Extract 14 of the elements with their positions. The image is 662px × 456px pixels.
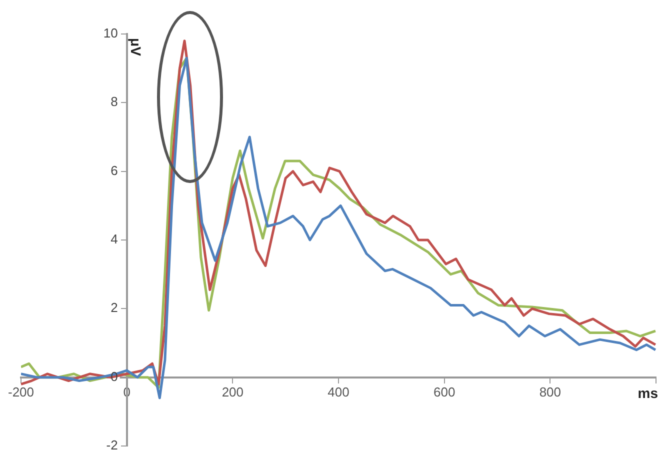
- y-tick-label: 4: [110, 232, 118, 247]
- y-tick-label: 6: [110, 162, 118, 178]
- y-tick-label: 10: [103, 26, 118, 41]
- x-tick-label: -200: [8, 384, 34, 400]
- y-tick-label: -2: [106, 438, 118, 453]
- y-tick-label: 8: [110, 94, 118, 110]
- y-axis-title: μV: [128, 38, 144, 57]
- x-tick-label: 200: [222, 384, 244, 400]
- y-tick-label: 0: [110, 368, 118, 384]
- x-axis-title: ms: [638, 385, 658, 402]
- x-tick-label: 800: [539, 384, 562, 400]
- x-tick-label: 400: [328, 384, 350, 400]
- y-tick-label: 2: [110, 300, 118, 316]
- x-tick-label: 600: [433, 384, 456, 400]
